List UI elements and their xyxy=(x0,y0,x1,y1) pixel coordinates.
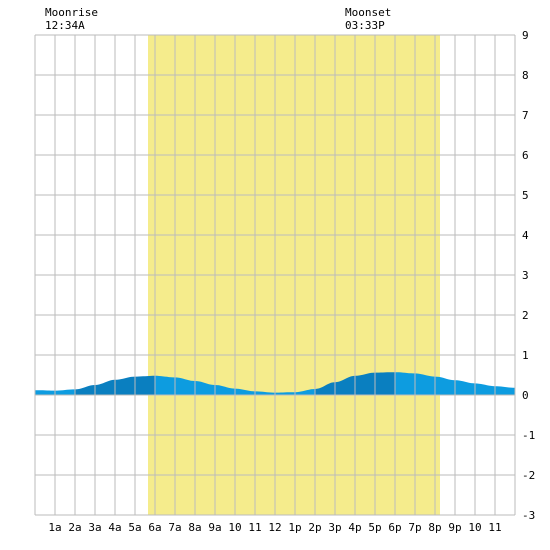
x-tick-label: 6p xyxy=(388,521,401,534)
x-tick-label: 10 xyxy=(228,521,241,534)
x-tick-label: 5p xyxy=(368,521,381,534)
x-tick-labels: 1a 2a 3a 4a 5a 6a 7a 8a 9a 10 11 12 1p 2p 3p 4p 5p 6p 7p 8p… xyxy=(48,521,501,534)
y-tick-label: 6 xyxy=(522,149,529,162)
moonset-time: 03:33P xyxy=(345,19,385,32)
x-tick-label: 4a xyxy=(108,521,121,534)
x-tick-label: 10 xyxy=(468,521,481,534)
moonset-label: Moonset xyxy=(345,6,391,19)
y-tick-label: 8 xyxy=(522,69,529,82)
x-tick-label: 3p xyxy=(328,521,341,534)
moon-annotations: Moonrise 12:34A Moonset 03:33P xyxy=(45,6,391,32)
x-tick-label: 4p xyxy=(348,521,361,534)
x-tick-label: 1p xyxy=(288,521,301,534)
x-tick-label: 9a xyxy=(208,521,221,534)
grid-layer xyxy=(34,34,516,516)
moonrise-time: 12:34A xyxy=(45,19,85,32)
x-tick-label: 7p xyxy=(408,521,421,534)
x-tick-label: 9p xyxy=(448,521,461,534)
x-tick-label: 11 xyxy=(488,521,501,534)
y-tick-label: 0 xyxy=(522,389,529,402)
x-tick-label: 2a xyxy=(68,521,81,534)
y-tick-label: 1 xyxy=(522,349,529,362)
y-tick-label: 3 xyxy=(522,269,529,282)
x-tick-label: 12 xyxy=(268,521,281,534)
x-tick-label: 3a xyxy=(88,521,101,534)
x-tick-label: 2p xyxy=(308,521,321,534)
x-tick-label: 7a xyxy=(168,521,181,534)
y-tick-label: 7 xyxy=(522,109,529,122)
y-tick-label: -1 xyxy=(522,429,535,442)
x-tick-label: 1a xyxy=(48,521,61,534)
y-tick-label: 2 xyxy=(522,309,529,322)
y-tick-label: 4 xyxy=(522,229,529,242)
y-tick-label: -3 xyxy=(522,509,535,522)
x-tick-label: 8a xyxy=(188,521,201,534)
x-tick-label: 11 xyxy=(248,521,261,534)
x-tick-label: 8p xyxy=(428,521,441,534)
y-tick-label: -2 xyxy=(522,469,535,482)
y-tick-labels: -3 -2 -1 0 1 2 3 4 5 6 7 8 9 xyxy=(522,29,535,522)
x-tick-label: 5a xyxy=(128,521,141,534)
moonrise-label: Moonrise xyxy=(45,6,98,19)
y-tick-label: 5 xyxy=(522,189,529,202)
x-tick-label: 6a xyxy=(148,521,161,534)
y-tick-label: 9 xyxy=(522,29,529,42)
